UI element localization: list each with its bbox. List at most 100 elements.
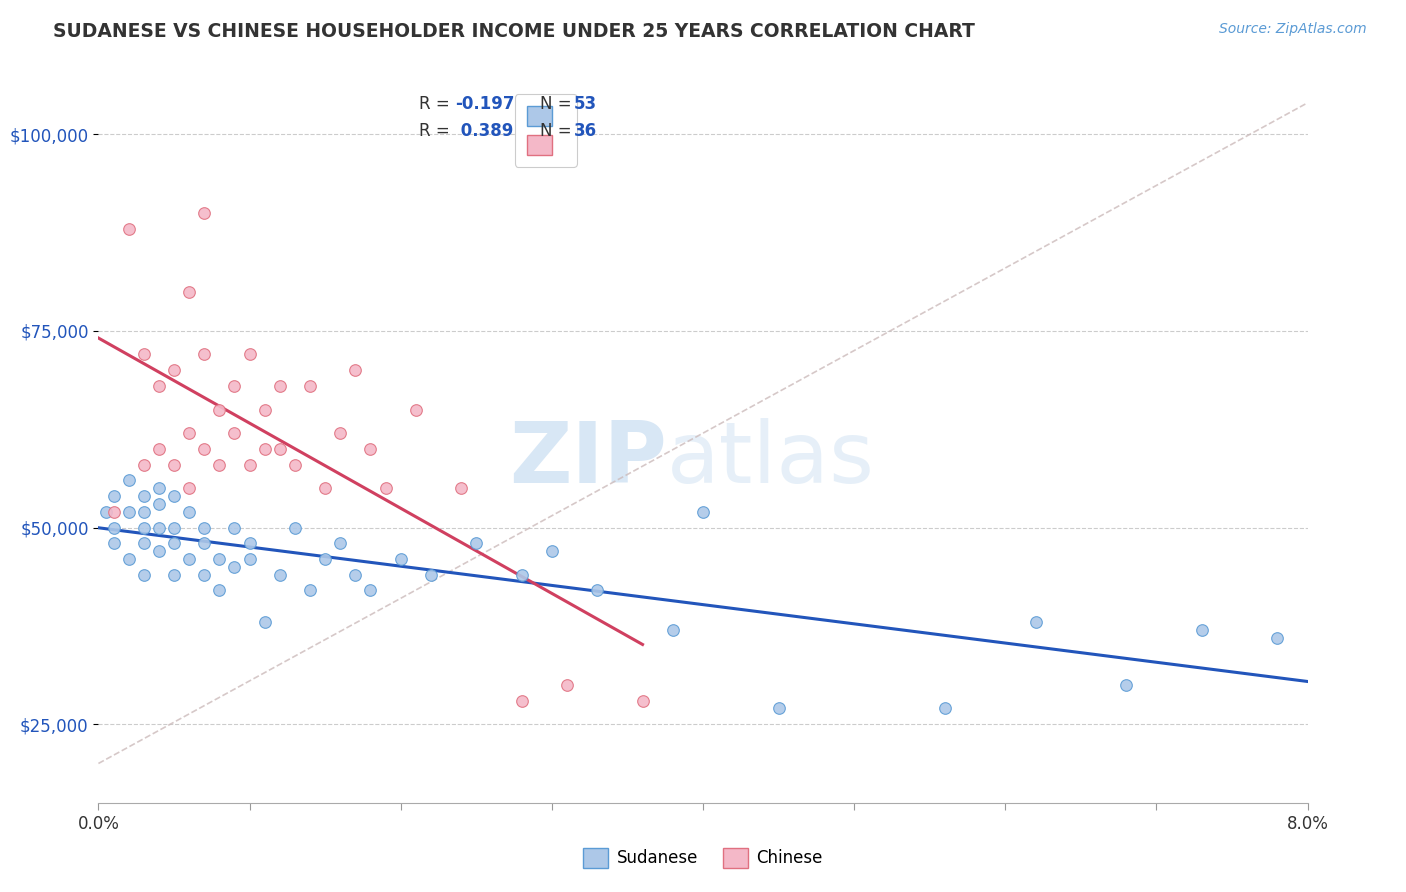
Point <box>510 693 533 707</box>
Point <box>450 481 472 495</box>
Point <box>208 552 231 566</box>
Point <box>103 505 125 519</box>
Point <box>163 363 186 377</box>
Point <box>148 481 170 495</box>
Point <box>540 544 562 558</box>
Point <box>314 481 336 495</box>
Point <box>132 536 155 550</box>
Point <box>329 536 352 550</box>
Legend: Sudanese, Chinese: Sudanese, Chinese <box>576 841 830 875</box>
Point <box>420 567 443 582</box>
Point <box>239 458 262 472</box>
Point <box>179 505 201 519</box>
Text: 36: 36 <box>574 122 596 140</box>
Point <box>163 458 186 472</box>
Point <box>163 536 186 550</box>
Legend:  ,  : , <box>515 95 576 167</box>
Point <box>208 583 231 598</box>
Point <box>284 520 307 534</box>
Point <box>239 536 262 550</box>
Point <box>163 520 186 534</box>
Point <box>389 552 412 566</box>
Point <box>1025 615 1047 629</box>
Text: Source: ZipAtlas.com: Source: ZipAtlas.com <box>1219 22 1367 37</box>
Point <box>148 497 170 511</box>
Point <box>148 544 170 558</box>
Point <box>465 536 488 550</box>
Point <box>253 615 276 629</box>
Point <box>132 505 155 519</box>
Point <box>329 426 352 441</box>
Text: atlas: atlas <box>666 417 875 500</box>
Point <box>208 402 231 417</box>
Point <box>118 221 141 235</box>
Point <box>179 285 201 299</box>
Point <box>179 481 201 495</box>
Point <box>510 567 533 582</box>
Point <box>344 567 367 582</box>
Point <box>374 481 396 495</box>
Text: 0.389: 0.389 <box>456 122 513 140</box>
Point <box>148 442 170 456</box>
Point <box>208 458 231 472</box>
Point <box>631 693 654 707</box>
Point <box>163 567 186 582</box>
Point <box>1115 678 1137 692</box>
Point <box>132 347 155 361</box>
Point <box>239 552 262 566</box>
Point <box>1267 631 1289 645</box>
Point <box>193 347 215 361</box>
Point <box>269 442 291 456</box>
Point <box>132 458 155 472</box>
Point <box>193 536 215 550</box>
Text: ZIP: ZIP <box>509 417 666 500</box>
Point <box>179 552 201 566</box>
Point <box>163 489 186 503</box>
Point <box>224 559 246 574</box>
Point <box>253 442 276 456</box>
Point <box>299 583 322 598</box>
Point <box>118 473 141 487</box>
Point <box>360 583 382 598</box>
Point <box>132 567 155 582</box>
Point <box>193 206 215 220</box>
Point <box>103 489 125 503</box>
Point <box>934 701 956 715</box>
Point <box>193 442 215 456</box>
Point <box>224 520 246 534</box>
Point <box>103 536 125 550</box>
Text: N =: N = <box>540 122 576 140</box>
Point <box>103 520 125 534</box>
Point <box>94 505 117 519</box>
Point <box>1191 623 1213 637</box>
Text: R =: R = <box>419 122 456 140</box>
Point <box>299 379 322 393</box>
Point <box>661 623 683 637</box>
Point <box>360 442 382 456</box>
Point <box>148 379 170 393</box>
Text: N =: N = <box>540 95 576 113</box>
Point <box>132 520 155 534</box>
Point <box>148 520 170 534</box>
Point <box>224 379 246 393</box>
Point <box>118 552 141 566</box>
Point <box>179 426 201 441</box>
Point <box>314 552 336 566</box>
Point <box>239 347 262 361</box>
Point <box>132 489 155 503</box>
Point <box>253 402 276 417</box>
Point <box>768 701 790 715</box>
Point <box>405 402 427 417</box>
Point <box>118 505 141 519</box>
Text: -0.197: -0.197 <box>456 95 515 113</box>
Point <box>692 505 714 519</box>
Point <box>284 458 307 472</box>
Point <box>586 583 609 598</box>
Text: 53: 53 <box>574 95 596 113</box>
Point <box>269 379 291 393</box>
Point <box>193 520 215 534</box>
Point <box>193 567 215 582</box>
Text: SUDANESE VS CHINESE HOUSEHOLDER INCOME UNDER 25 YEARS CORRELATION CHART: SUDANESE VS CHINESE HOUSEHOLDER INCOME U… <box>53 22 976 41</box>
Point <box>555 678 578 692</box>
Point <box>344 363 367 377</box>
